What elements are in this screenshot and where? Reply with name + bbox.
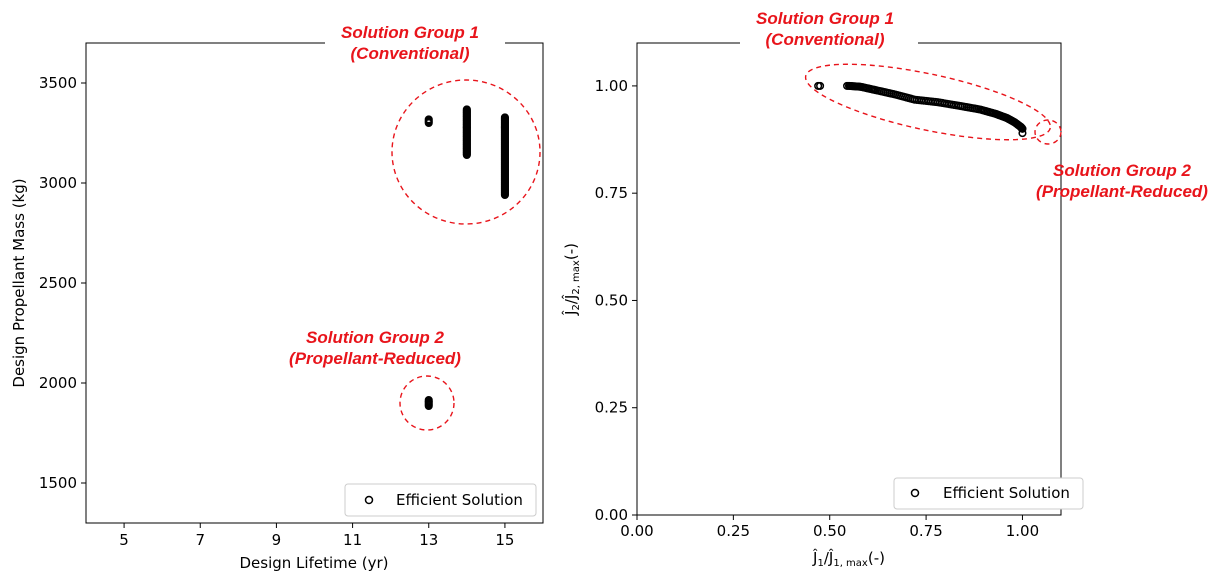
left-plot-frame xyxy=(85,42,544,524)
left-x-tick-label: 13 xyxy=(419,531,438,549)
right-legend: Efficient Solution xyxy=(893,477,1084,510)
right-legend-box xyxy=(893,477,1084,510)
left-x-tick-label: 5 xyxy=(119,531,129,549)
left-group2-circle xyxy=(399,375,455,431)
left-group1-circle xyxy=(391,79,541,225)
right-data-point xyxy=(1018,129,1027,138)
right-x-label-sub1: 1 xyxy=(817,558,823,569)
right-y-axis-label: Ĵ2/Ĵ2, max(-) xyxy=(561,243,582,316)
right-group2-circle xyxy=(1034,119,1062,145)
left-x-tick-label: 15 xyxy=(495,531,514,549)
left-y-tick-label: 2000 xyxy=(39,374,77,392)
left-group2-subtitle: (Propellant-Reduced) xyxy=(289,349,461,368)
left-x-tick-label: 7 xyxy=(195,531,205,549)
right-y-tick-label: 0.00 xyxy=(595,506,628,524)
right-y-label-sub2: 2, max xyxy=(571,260,582,295)
right-y-tick-label: 0.75 xyxy=(595,184,628,202)
right-legend-label: Efficient Solution xyxy=(943,484,1070,502)
right-y-label-sub1: 2 xyxy=(571,304,582,310)
left-legend-label: Efficient Solution xyxy=(396,491,523,509)
right-x-label-sub2: 1, max xyxy=(833,558,868,569)
left-legend: Efficient Solution xyxy=(344,483,537,517)
left-x-tick-label: 11 xyxy=(343,531,362,549)
left-group1-title: Solution Group 1 xyxy=(341,23,479,42)
left-y-tick-label: 3500 xyxy=(39,74,77,92)
right-x-tick-label: 0.25 xyxy=(717,522,750,540)
right-x-label-main: Ĵ xyxy=(812,548,818,567)
left-group2-title: Solution Group 2 xyxy=(306,328,444,347)
right-group2-subtitle: (Propellant-Reduced) xyxy=(1036,182,1208,201)
right-legend-marker xyxy=(910,488,920,498)
right-y-label-slash: /Ĵ xyxy=(561,294,580,304)
left-group1-subtitle: (Conventional) xyxy=(351,44,470,63)
right-y-tick-label: 0.25 xyxy=(595,399,628,417)
right-group1-subtitle: (Conventional) xyxy=(766,30,885,49)
right-chart: 0.00 0.25 0.50 0.75 1.00 0.00 0.25 0.50 0.75 1.00… xyxy=(561,9,1208,569)
right-group1-title: Solution Group 1 xyxy=(756,9,894,28)
right-y-tick-label: 0.50 xyxy=(595,291,628,309)
right-x-label-unit: (-) xyxy=(868,549,885,567)
left-y-tick-label: 1500 xyxy=(39,474,77,492)
right-y-label-unit: (-) xyxy=(562,243,580,260)
right-x-axis-label: Ĵ1/Ĵ1, max(-) xyxy=(812,548,885,569)
right-x-label-slash: /Ĵ xyxy=(824,548,834,567)
left-chart: 5 7 9 11 13 15 1500 2000 2500 3000 3500 Solution G… xyxy=(10,23,544,572)
left-x-tick-label: 9 xyxy=(272,531,282,549)
right-x-tick-label: 0.50 xyxy=(813,522,846,540)
left-y-axis-label: Design Propellant Mass (kg) xyxy=(10,178,28,387)
right-title-gap xyxy=(740,38,918,48)
left-data-point xyxy=(500,113,509,122)
right-group1-ellipse xyxy=(804,63,1052,141)
right-data-point xyxy=(816,81,825,90)
left-y-tick-label: 2500 xyxy=(39,274,77,292)
right-data-point xyxy=(1018,124,1027,133)
right-group2-title: Solution Group 2 xyxy=(1053,161,1191,180)
left-legend-box xyxy=(344,483,537,517)
right-x-tick-label: 0.00 xyxy=(620,522,653,540)
right-y-tick-label: 1.00 xyxy=(595,77,628,95)
right-x-tick-label: 0.75 xyxy=(909,522,942,540)
left-data-point xyxy=(424,395,433,405)
left-legend-marker xyxy=(364,495,374,505)
left-y-tick-label: 3000 xyxy=(39,174,77,192)
right-y-label-main: Ĵ xyxy=(561,310,580,316)
left-data-point xyxy=(462,105,471,114)
left-data-point xyxy=(424,115,433,124)
right-x-tick-label: 1.00 xyxy=(1006,522,1039,540)
left-title-gap xyxy=(325,38,505,48)
left-x-axis-label: Design Lifetime (yr) xyxy=(240,554,389,572)
